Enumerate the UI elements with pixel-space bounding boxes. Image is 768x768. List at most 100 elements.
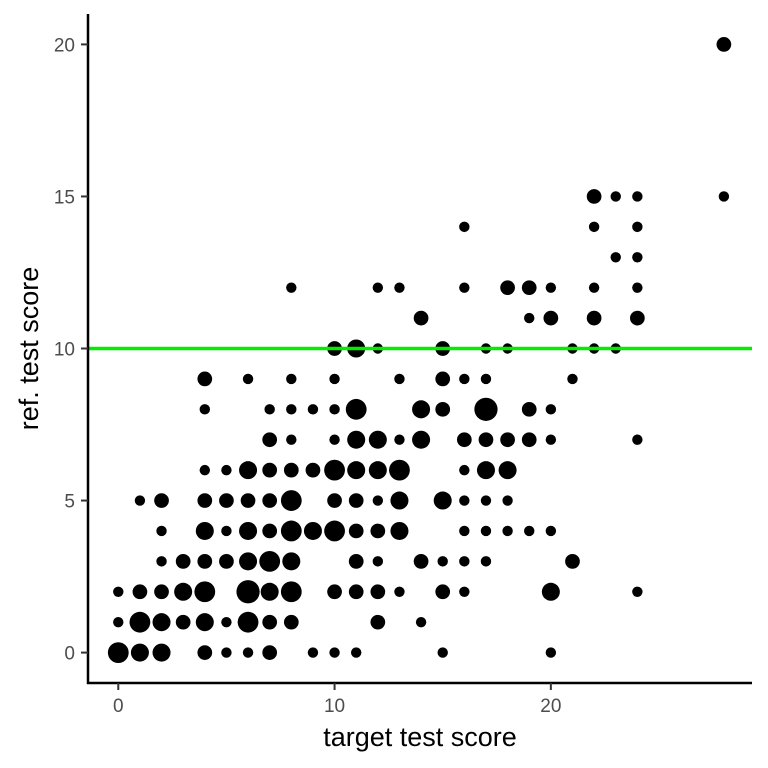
data-point <box>413 554 429 569</box>
y-tick-label: 15 <box>54 187 75 208</box>
data-point <box>433 491 452 510</box>
data-point <box>113 616 124 628</box>
data-point <box>435 371 451 387</box>
y-tick-label: 0 <box>64 644 75 665</box>
data-point <box>478 432 494 448</box>
data-point <box>459 495 470 506</box>
data-point <box>262 432 278 448</box>
data-point <box>262 462 278 478</box>
data-point <box>197 371 213 387</box>
data-point <box>476 461 495 480</box>
data-point <box>632 586 643 597</box>
data-point <box>524 312 535 324</box>
data-point <box>370 614 386 630</box>
data-point <box>390 521 409 540</box>
data-point <box>348 554 364 569</box>
data-point <box>221 647 232 658</box>
data-point <box>329 647 340 658</box>
data-point <box>219 493 234 508</box>
data-point <box>480 495 492 506</box>
data-point <box>370 523 386 539</box>
data-point <box>195 521 214 540</box>
data-point <box>459 282 470 293</box>
data-point <box>630 310 645 326</box>
data-point <box>567 373 578 385</box>
data-point <box>262 493 278 508</box>
data-point <box>242 373 254 385</box>
data-point <box>372 556 384 567</box>
data-point <box>329 434 340 445</box>
data-point <box>437 556 448 567</box>
data-point <box>394 434 405 445</box>
data-point <box>280 520 302 542</box>
data-point <box>307 647 319 658</box>
y-tick-label: 5 <box>64 492 75 513</box>
data-point <box>286 404 297 415</box>
data-point <box>221 616 232 628</box>
data-point <box>498 461 517 480</box>
data-point <box>718 191 730 202</box>
data-point <box>610 252 621 263</box>
data-point <box>262 523 278 539</box>
data-point <box>480 525 492 537</box>
data-point <box>459 556 470 567</box>
data-point <box>459 586 470 597</box>
data-point <box>413 310 429 326</box>
points-layer <box>107 37 732 663</box>
data-point <box>632 434 643 445</box>
data-point <box>545 404 557 415</box>
data-point <box>524 525 535 537</box>
data-point <box>280 490 302 511</box>
data-point <box>174 582 193 601</box>
data-point <box>588 221 600 233</box>
data-point <box>480 373 492 385</box>
data-point <box>286 282 297 293</box>
data-point <box>154 493 169 508</box>
data-point <box>221 464 232 476</box>
data-point <box>521 401 537 417</box>
data-point <box>327 493 342 508</box>
data-point <box>156 556 167 567</box>
data-point <box>348 523 364 539</box>
data-point <box>350 647 362 658</box>
data-point <box>307 404 319 415</box>
data-point <box>521 280 537 296</box>
data-point <box>175 554 191 569</box>
data-point <box>474 397 498 421</box>
data-point <box>280 581 302 603</box>
data-point <box>502 495 513 506</box>
data-point <box>632 252 643 263</box>
data-point <box>154 584 169 600</box>
data-point <box>543 310 559 326</box>
data-point <box>545 282 557 293</box>
data-point <box>197 645 213 660</box>
data-point <box>286 373 297 385</box>
data-point <box>368 461 387 480</box>
data-point <box>372 282 384 293</box>
data-point <box>282 552 301 571</box>
data-point <box>565 554 580 569</box>
data-point <box>586 310 602 326</box>
data-point <box>610 191 621 202</box>
data-point <box>236 580 260 604</box>
data-point <box>197 493 213 508</box>
data-point <box>541 582 560 601</box>
y-tick-label: 10 <box>54 340 75 361</box>
data-point <box>500 432 515 448</box>
data-point <box>283 462 299 478</box>
data-point <box>152 643 171 662</box>
data-point <box>240 493 256 508</box>
data-point <box>412 400 431 419</box>
data-point <box>588 282 600 293</box>
data-point <box>219 554 234 569</box>
data-point <box>199 464 210 476</box>
x-tick-label: 20 <box>540 696 561 717</box>
data-point <box>459 464 470 476</box>
data-point <box>260 582 279 601</box>
data-point <box>632 191 643 202</box>
data-point <box>456 432 472 448</box>
data-point <box>586 189 602 204</box>
data-point <box>370 584 386 600</box>
